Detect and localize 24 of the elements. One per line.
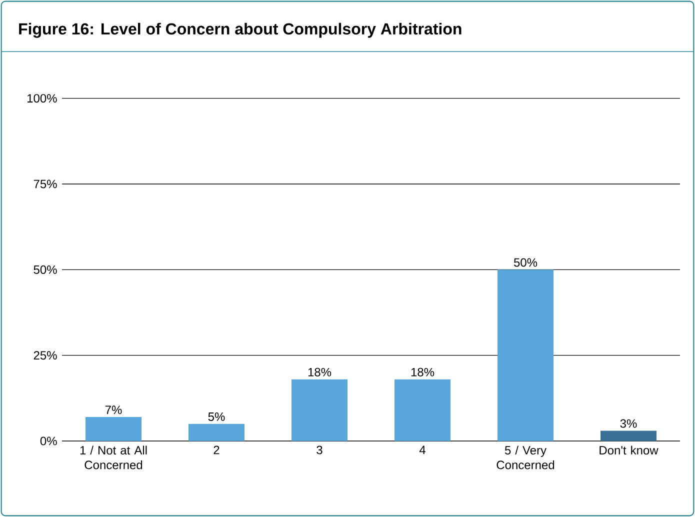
bar bbox=[394, 379, 451, 441]
bar bbox=[292, 379, 348, 441]
bar bbox=[188, 424, 245, 441]
x-tick-label: 4 bbox=[419, 446, 426, 454]
data-label: 3% bbox=[620, 419, 637, 428]
y-tick-label: 25% bbox=[34, 351, 57, 360]
x-tick-label: 1 / Not at All Concerned bbox=[80, 446, 147, 470]
data-label: 5% bbox=[208, 412, 225, 421]
bar bbox=[86, 417, 142, 441]
data-label: 18% bbox=[411, 368, 434, 376]
x-tick-label: 3 bbox=[316, 446, 322, 454]
y-tick-label: 50% bbox=[34, 265, 57, 274]
x-tick-label: Don't know bbox=[600, 446, 658, 455]
bar bbox=[600, 430, 657, 441]
data-label: 18% bbox=[308, 368, 332, 376]
y-tick-label: 0% bbox=[40, 436, 57, 446]
chart-title: Figure 16: Level of Concern about Compulsory Arbitration bbox=[19, 22, 462, 38]
y-tick-label: 75% bbox=[34, 180, 57, 188]
data-label: 50% bbox=[514, 258, 538, 267]
data-label: 7% bbox=[105, 406, 122, 414]
x-tick-label: 2 bbox=[214, 446, 220, 454]
y-tick-label: 100% bbox=[28, 94, 57, 103]
x-tick-label: 5 / Very Concerned bbox=[496, 446, 554, 470]
bar bbox=[498, 270, 554, 441]
